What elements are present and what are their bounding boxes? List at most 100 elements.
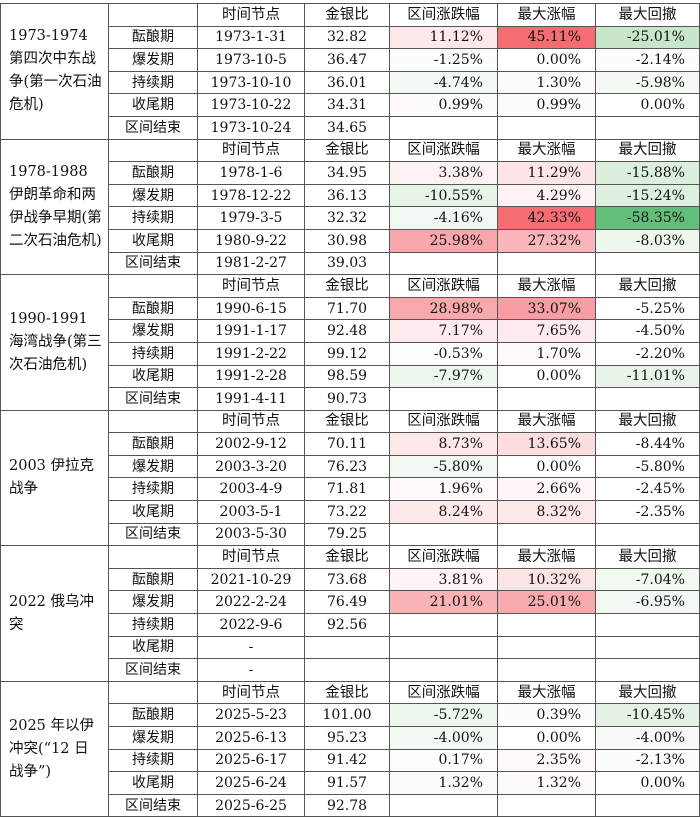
- table-row: 持续期 1979-3-5 32.32 -4.16% 42.33% -58.35%: [1, 206, 700, 230]
- max-gain-cell: 0.00%: [497, 726, 596, 750]
- phase-cell: 爆发期: [108, 590, 198, 615]
- max-drawdown-cell: -2.13%: [595, 748, 700, 773]
- table-row: 收尾期 1980-9-22 30.98 25.98% 27.32% -8.03%: [1, 228, 700, 253]
- table-row: 酝酿期 2002-9-12 70.11 8.73% 13.65% -8.44%: [1, 432, 700, 456]
- blank-header-cell: [108, 409, 198, 434]
- max-drawdown-cell: -7.04%: [595, 567, 700, 592]
- max-gain-cell: 2.35%: [497, 748, 596, 773]
- max-drawdown-cell: -5.98%: [595, 70, 700, 95]
- date-cell: 2025-5-23: [197, 703, 305, 727]
- change-cell: 0.99%: [389, 93, 498, 117]
- max-gain-cell: 0.00%: [497, 48, 596, 72]
- header-date: 时间节点: [197, 409, 305, 434]
- blank-header-cell: [108, 274, 198, 298]
- ratio-cell: 36.47: [304, 48, 390, 72]
- date-cell: 1973-10-10: [197, 70, 305, 95]
- ratio-cell: 91.42: [304, 748, 390, 773]
- table-row: 酝酿期 2021-10-29 73.68 3.81% 10.32% -7.04%: [1, 567, 700, 592]
- date-cell: 2022-2-24: [197, 590, 305, 615]
- change-cell: [389, 658, 498, 682]
- date-cell: 2021-10-29: [197, 567, 305, 592]
- header-ratio: 金银比: [304, 680, 390, 705]
- date-cell: 1978-1-6: [197, 161, 305, 185]
- table-row: 酝酿期 1990-6-15 71.70 28.98% 33.07% -5.25%: [1, 296, 700, 321]
- date-cell: 2025-6-17: [197, 748, 305, 773]
- header-date: 时间节点: [197, 274, 305, 298]
- phase-cell: 酝酿期: [108, 296, 198, 321]
- max-gain-cell: 0.00%: [497, 364, 596, 389]
- header-ratio: 金银比: [304, 409, 390, 434]
- ratio-cell: 71.70: [304, 296, 390, 321]
- ratio-cell: 73.68: [304, 567, 390, 592]
- change-cell: [389, 613, 498, 637]
- ratio-cell: 76.23: [304, 454, 390, 479]
- max-gain-cell: 1.70%: [497, 341, 596, 366]
- blank-header-cell: [108, 138, 198, 163]
- table-row: 持续期 1991-2-22 99.12 -0.53% 1.70% -2.20%: [1, 341, 700, 366]
- change-cell: -4.00%: [389, 726, 498, 750]
- ratio-cell: 70.11: [304, 432, 390, 456]
- ratio-cell: 39.03: [304, 251, 390, 276]
- phase-cell: 区间结束: [108, 658, 198, 682]
- ratio-cell: 91.57: [304, 771, 390, 795]
- phase-cell: 区间结束: [108, 793, 198, 818]
- max-drawdown-cell: -2.35%: [595, 500, 700, 524]
- header-max-gain: 最大涨幅: [497, 545, 596, 569]
- header-date: 时间节点: [197, 3, 305, 27]
- header-max-gain: 最大涨幅: [497, 274, 596, 298]
- date-cell: 1991-1-17: [197, 319, 305, 343]
- header-change: 区间涨跌幅: [389, 680, 498, 705]
- header-max-drawdown: 最大回撤: [595, 3, 700, 27]
- max-gain-cell: 0.99%: [497, 93, 596, 117]
- phase-cell: 爆发期: [108, 454, 198, 479]
- phase-cell: 持续期: [108, 613, 198, 637]
- max-gain-cell: 33.07%: [497, 296, 596, 321]
- gold-silver-ratio-table: 1973-1974 第四次中东战争(第一次石油危机) 时间节点 金银比 区间涨跌幅 最大…: [0, 3, 700, 818]
- max-drawdown-cell: -6.95%: [595, 590, 700, 615]
- max-drawdown-cell: [595, 115, 700, 140]
- header-max-drawdown: 最大回撤: [595, 545, 700, 569]
- change-cell: -0.53%: [389, 341, 498, 366]
- max-drawdown-cell: -8.44%: [595, 432, 700, 456]
- max-drawdown-cell: -5.25%: [595, 296, 700, 321]
- max-gain-cell: 0.00%: [497, 454, 596, 479]
- table-row: 爆发期 2025-6-13 95.23 -4.00% 0.00% -4.00%: [1, 726, 700, 750]
- date-cell: 2025-6-13: [197, 726, 305, 750]
- ratio-cell: 90.73: [304, 387, 390, 411]
- phase-cell: 收尾期: [108, 771, 198, 795]
- max-gain-cell: 42.33%: [497, 206, 596, 230]
- phase-cell: 区间结束: [108, 387, 198, 411]
- phase-cell: 爆发期: [108, 319, 198, 343]
- table-row: 酝酿期 2025-5-23 101.00 -5.72% 0.39% -10.45%: [1, 703, 700, 727]
- max-gain-cell: 1.30%: [497, 70, 596, 95]
- max-gain-cell: [497, 793, 596, 818]
- table-row: 收尾期 1991-2-28 98.59 -7.97% 0.00% -11.01%: [1, 364, 700, 389]
- header-max-drawdown: 最大回撤: [595, 409, 700, 434]
- phase-cell: 持续期: [108, 748, 198, 773]
- ratio-cell: 92.48: [304, 319, 390, 343]
- phase-cell: 收尾期: [108, 635, 198, 660]
- date-cell: -: [197, 635, 305, 660]
- phase-cell: 区间结束: [108, 115, 198, 140]
- ratio-cell: 79.25: [304, 522, 390, 547]
- ratio-cell: 92.78: [304, 793, 390, 818]
- phase-cell: 酝酿期: [108, 161, 198, 185]
- table-row: 收尾期 2003-5-1 73.22 8.24% 8.32% -2.35%: [1, 500, 700, 524]
- ratio-cell: 73.22: [304, 500, 390, 524]
- table-row: 爆发期 2003-3-20 76.23 -5.80% 0.00% -5.80%: [1, 454, 700, 479]
- max-drawdown-cell: -10.45%: [595, 703, 700, 727]
- table-row: 区间结束 1991-4-11 90.73: [1, 387, 700, 411]
- max-drawdown-cell: [595, 635, 700, 660]
- table-row: 收尾期 2025-6-24 91.57 1.32% 1.32% 0.00%: [1, 771, 700, 795]
- change-cell: [389, 251, 498, 276]
- max-drawdown-cell: 0.00%: [595, 771, 700, 795]
- section-header-row: 1973-1974 第四次中东战争(第一次石油危机) 时间节点 金银比 区间涨跌幅 最大…: [0, 3, 700, 140]
- ratio-cell: 34.65: [304, 115, 390, 140]
- phase-cell: 酝酿期: [108, 432, 198, 456]
- date-cell: -: [197, 658, 305, 682]
- table-row: 持续期 1973-10-10 36.01 -4.74% 1.30% -5.98%: [1, 70, 700, 95]
- max-gain-cell: [497, 251, 596, 276]
- event-name-cell: 2025 年以伊冲突(“12 日战争”): [0, 680, 109, 818]
- event-name-cell: 2022 俄乌冲突: [0, 545, 109, 682]
- blank-header-cell: [108, 545, 198, 569]
